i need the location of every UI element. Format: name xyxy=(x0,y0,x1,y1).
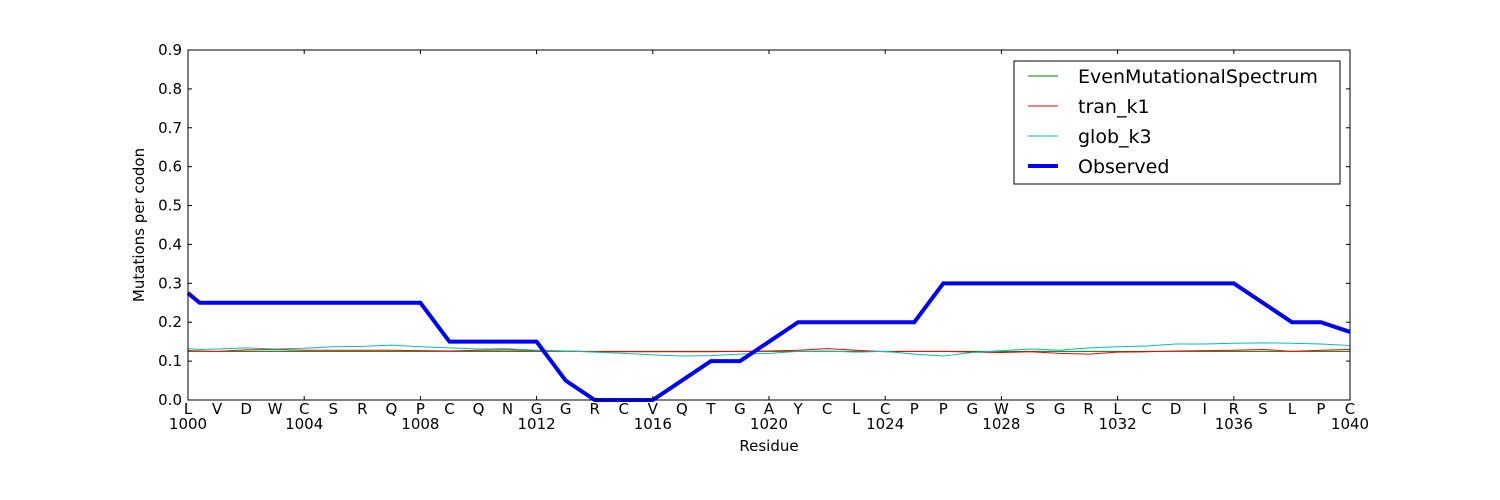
residue-label: P xyxy=(416,400,425,418)
x-tick-label: 1020 xyxy=(750,415,788,433)
x-axis-title: Residue xyxy=(739,437,798,455)
residue-label: L xyxy=(1113,400,1122,418)
residue-label: I xyxy=(1203,400,1207,418)
y-tick-label: 0.6 xyxy=(158,158,182,176)
x-tick-label: 1008 xyxy=(401,415,439,433)
residue-label: Q xyxy=(676,400,688,418)
residue-label: G xyxy=(967,400,979,418)
x-tick-label: 1016 xyxy=(634,415,672,433)
residue-label: Y xyxy=(792,400,803,418)
residue-label: L xyxy=(184,400,193,418)
residue-label: D xyxy=(1170,400,1182,418)
residue-label: G xyxy=(734,400,746,418)
y-tick-label: 0.0 xyxy=(158,391,182,409)
y-axis-ticks: 0.0 0.1 0.2 0.3 0.4 0.5 0.6 0.7 0.8 0.9 xyxy=(158,41,1350,409)
y-axis-title: Mutations per codon xyxy=(130,148,148,302)
residue-label: Q xyxy=(473,400,485,418)
residue-label: P xyxy=(939,400,948,418)
series-line-glob-k3 xyxy=(187,342,1351,357)
legend-label: glob_k3 xyxy=(1078,126,1152,148)
x-tick-label: 1040 xyxy=(1331,415,1369,433)
series-line-observed xyxy=(186,281,1351,402)
residue-label: P xyxy=(910,400,919,418)
residue-label: V xyxy=(648,400,659,418)
residue-label: A xyxy=(764,400,775,418)
residue-label: G xyxy=(1054,400,1066,418)
residue-label: S xyxy=(1258,400,1268,418)
x-tick-label: 1004 xyxy=(285,415,323,433)
plot-lines xyxy=(186,281,1351,402)
legend-box xyxy=(1013,60,1341,185)
residue-label: T xyxy=(705,400,716,418)
residue-label: C xyxy=(444,400,454,418)
residue-label: W xyxy=(268,400,283,418)
residue-label: W xyxy=(994,400,1009,418)
y-tick-label: 0.8 xyxy=(158,80,182,98)
y-tick-label: 0.7 xyxy=(158,119,182,137)
x-tick-label: 1028 xyxy=(982,415,1020,433)
residue-label: P xyxy=(1316,400,1325,418)
residue-label: S xyxy=(328,400,338,418)
residue-label: R xyxy=(1229,400,1239,418)
x-tick-label: 1012 xyxy=(518,415,556,433)
legend-label: Observed xyxy=(1078,156,1169,178)
y-tick-label: 0.1 xyxy=(158,352,182,370)
y-tick-label: 0.3 xyxy=(158,274,182,292)
residue-label: D xyxy=(240,400,252,418)
residue-label: C xyxy=(619,400,629,418)
legend-label: EvenMutationalSpectrum xyxy=(1078,66,1318,88)
y-tick-label: 0.5 xyxy=(158,197,182,215)
residue-label: V xyxy=(212,400,223,418)
x-tick-label: 1036 xyxy=(1215,415,1253,433)
x-axis-ticks: 1000 1004 1008 1012 1016 1020 1024 1028 1032 1036… xyxy=(169,50,1369,433)
x-tick-label: 1000 xyxy=(169,415,207,433)
residue-label: R xyxy=(1083,400,1093,418)
residue-label: G xyxy=(560,400,572,418)
residue-label: N xyxy=(502,400,513,418)
legend-label: tran_k1 xyxy=(1078,96,1150,118)
residue-label: C xyxy=(1141,400,1151,418)
residue-label: C xyxy=(1345,400,1355,418)
legend-entries: EvenMutationalSpectrum tran_k1 glob_k3 Obse… xyxy=(1028,66,1318,178)
residue-label: C xyxy=(299,400,309,418)
legend: EvenMutationalSpectrum tran_k1 glob_k3 Obse… xyxy=(1013,60,1341,185)
y-tick-label: 0.9 xyxy=(158,41,182,59)
x-tick-label: 1024 xyxy=(866,415,904,433)
residue-label: Q xyxy=(385,400,397,418)
residue-label: G xyxy=(531,400,543,418)
y-tick-label: 0.2 xyxy=(158,313,182,331)
x-tick-label: 1032 xyxy=(1099,415,1137,433)
y-tick-label: 0.4 xyxy=(158,235,182,253)
residue-label: C xyxy=(880,400,890,418)
residue-label: L xyxy=(1288,400,1297,418)
residue-label: R xyxy=(589,400,599,418)
residue-label: L xyxy=(852,400,861,418)
residue-label: R xyxy=(357,400,367,418)
residue-label: C xyxy=(822,400,832,418)
residue-label: S xyxy=(1026,400,1036,418)
